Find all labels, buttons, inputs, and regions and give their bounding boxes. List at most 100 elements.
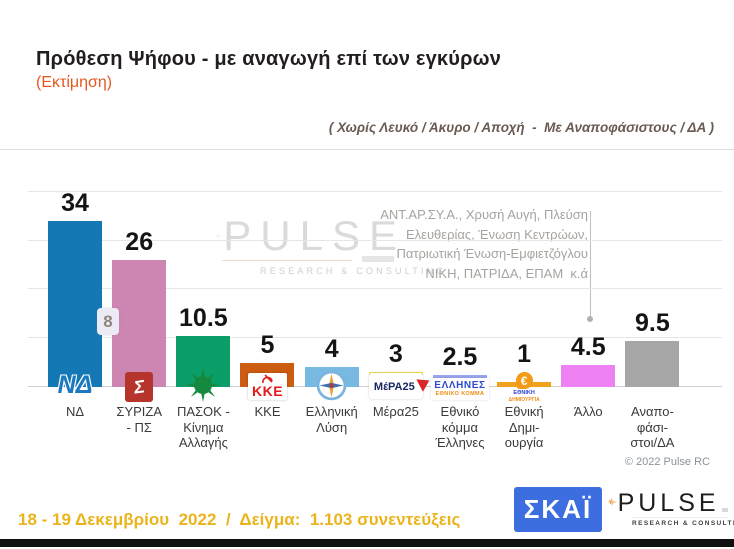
category-label-line: Λύση xyxy=(316,419,348,435)
category-label-line: Μέρα25 xyxy=(372,404,419,419)
fieldwork-note: 18 - 19 Δεκεμβρίου 2022 / Δείγμα: 1.103 … xyxy=(18,510,461,529)
category-label-line: φάσι- xyxy=(636,419,669,435)
category-label: Αναπο-φάσι-στοι/ΔΑ xyxy=(616,404,688,451)
watermark-row: PULSE xyxy=(216,212,406,259)
pulse-logo-tagline: RESEARCH & CONSULTING xyxy=(632,517,734,527)
bar-value-label: 26 xyxy=(125,228,154,257)
category-label-line: Έλληνες xyxy=(435,435,485,450)
ellines-logo: ΕΛΛΗΝΕΣ ΕΘΝΙΚΟ ΚΟΜΜΑ xyxy=(428,378,492,400)
skai-logo: ΣΚΑΪ xyxy=(514,487,602,532)
category-label: Εθνική Δημι-ουργία xyxy=(488,404,560,451)
pulse-watermark: PULSE RESEARCH & CONSULTING xyxy=(216,212,447,276)
pulse-logo-row: PULSE xyxy=(608,489,728,517)
bar-value-label: 2.5 xyxy=(442,342,478,371)
watermark-subbrand-block xyxy=(362,256,394,262)
category-label-line: Εθνική xyxy=(504,404,544,419)
category-label: Εθνικό κόμμα Έλληνες xyxy=(424,404,496,451)
bar-column-5: 3 MέPA25 xyxy=(364,150,433,399)
bar-value-label: 9.5 xyxy=(635,308,670,337)
category-label-line: ΣΥΡΙΖΑ xyxy=(116,404,163,419)
bar xyxy=(561,365,616,387)
page-subtitle-estimate: (Εκτίμηση) xyxy=(36,74,113,91)
gridline-10 xyxy=(28,337,722,339)
category-label: Μέρα25 xyxy=(360,404,432,420)
bar-column-0: 34 ΝΔ xyxy=(43,150,107,399)
bar xyxy=(48,221,102,387)
bar-value-label: 34 xyxy=(61,189,89,218)
category-label: ΣΥΡΙΖΑ - ΠΣ xyxy=(103,404,175,435)
page-title: Πρόθεση Ψήφου - με αναγωγή επί των εγκύρ… xyxy=(36,48,502,70)
bar-column-8: 4.5 xyxy=(556,150,620,387)
category-label: Ελληνική Λύση xyxy=(296,404,368,435)
syriza-logo: Σ xyxy=(107,372,171,402)
annotation-line: ΑΝΤ.ΑΡ.ΣΥ.Α., Χρυσή Αυγή, Πλεύση xyxy=(380,207,588,222)
category-label-line: Άλλο xyxy=(573,404,603,419)
category-label-line: Ελληνική xyxy=(305,404,358,419)
category-label-line: στοι/ΔΑ xyxy=(630,435,675,450)
bar-value-label: 5 xyxy=(260,330,275,359)
plot-area: 34 ΝΔ 26 Σ 10.5 5 ΚΚΕ 4 3 MέPA25 2.5 ΕΛΛΗΝΕΣ ΕΘΝΙΚΟ … xyxy=(28,150,722,403)
filter-note: ( Χωρίς Λευκό / Άκυρο / Αποχή - Με Αναπο… xyxy=(328,120,714,135)
mera25-logo: MέPA25 xyxy=(364,373,433,399)
annotation-pointer-line xyxy=(590,211,591,318)
annotation-pointer-dot xyxy=(587,316,593,322)
watermark-underline xyxy=(222,260,352,261)
annotation-minor-parties: ΑΝΤ.ΑΡ.ΣΥ.Α., Χρυσή Αυγή, Πλεύση Ελευθερί… xyxy=(380,205,588,283)
annotation-line: Πατριωτική Ένωση-Εμφιετζόγλου xyxy=(396,246,588,261)
bar xyxy=(625,340,680,387)
pulse-logo: PULSE RESEARCH & CONSULTING xyxy=(608,489,734,527)
bar-column-3: 5 ΚΚΕ xyxy=(235,150,299,400)
copyright-note: © 2022 Pulse RC xyxy=(624,456,710,468)
category-label-line: ΝΔ xyxy=(66,404,85,419)
category-label-line: Δημι- xyxy=(508,419,540,435)
euro-coin-icon: € xyxy=(515,372,533,389)
pulse-logo-subbrand-block xyxy=(721,508,728,512)
bar xyxy=(112,260,167,387)
x-axis-labels: ΝΔ ΣΥΡΙΖΑ - ΠΣ ΠΑΣΟΚ - Κίνημα Αλλαγής ΚΚΕ Ελλην… xyxy=(28,404,722,466)
category-label-line: κόμμα xyxy=(441,419,478,435)
category-label-line: ΚΚΕ xyxy=(254,404,281,419)
category-label-line: Κίνημα xyxy=(183,419,224,435)
category-label: ΠΑΣΟΚ - Κίνημα Αλλαγής xyxy=(167,404,239,451)
watermark-tagline: RESEARCH & CONSULTING xyxy=(260,266,447,276)
bar-column-2: 10.5 xyxy=(171,150,235,403)
category-label: ΚΚΕ xyxy=(232,404,304,420)
pulse-waveform-icon xyxy=(608,498,617,506)
gridline-40 xyxy=(28,190,722,192)
gridline-20 xyxy=(28,288,722,290)
category-label: Άλλο xyxy=(552,404,624,420)
annotation-line: ΝΙΚΗ, ΠΑΤΡΙΔΑ, ΕΠΑΜ κ.ά xyxy=(425,265,588,281)
category-label-line: Εθνικό xyxy=(440,404,480,419)
bar-column-9: 9.5 xyxy=(620,150,684,387)
annotation-line: Ελευθερίας, Ένωση Κεντρώων, xyxy=(405,226,588,242)
bar-value-label: 3 xyxy=(388,340,403,369)
bar-column-1: 26 Σ xyxy=(107,150,171,402)
bar-value-label: 10.5 xyxy=(179,303,228,332)
kke-logo: ΚΚΕ xyxy=(235,373,299,400)
pulse-waveform-icon xyxy=(216,233,222,238)
compass-logo xyxy=(316,370,347,401)
bottom-black-bar xyxy=(0,539,734,547)
category-label-line: Αναπο- xyxy=(631,404,674,419)
bar-value-label: 4 xyxy=(324,335,339,364)
gridline-30 xyxy=(28,239,722,241)
category-label-line: Αλλαγής xyxy=(178,435,228,450)
pasok-sun-logo xyxy=(186,367,221,403)
watermark-brand: PULSE xyxy=(223,212,406,259)
category-label-line: ΠΑΣΟΚ - xyxy=(176,404,230,419)
pasok-logo xyxy=(171,367,235,403)
pulse-logo-brand: PULSE xyxy=(617,489,720,517)
bar-column-7: 1 € ΕΘΝΙΚΗ ΔΗΜΙΟΥΡΓΙΑ xyxy=(492,150,556,403)
category-label-line: - ΠΣ xyxy=(126,419,152,435)
bar-column-6: 2.5 ΕΛΛΗΝΕΣ ΕΘΝΙΚΟ ΚΟΜΜΑ xyxy=(428,150,492,400)
nd-logo: ΝΔ xyxy=(57,371,93,399)
category-label: ΝΔ xyxy=(39,404,111,420)
bar-value-label: 4.5 xyxy=(570,333,606,362)
compass-logo xyxy=(300,370,364,401)
hammer-sickle-icon xyxy=(262,374,273,384)
category-label-line: ουργία xyxy=(504,435,544,450)
lead-gap-badge: 8 xyxy=(97,308,119,335)
bar-column-4: 4 xyxy=(300,150,364,401)
bar-value-label: 1 xyxy=(517,340,532,368)
euro-logo: € ΕΘΝΙΚΗ ΔΗΜΙΟΥΡΓΙΑ xyxy=(508,372,540,403)
